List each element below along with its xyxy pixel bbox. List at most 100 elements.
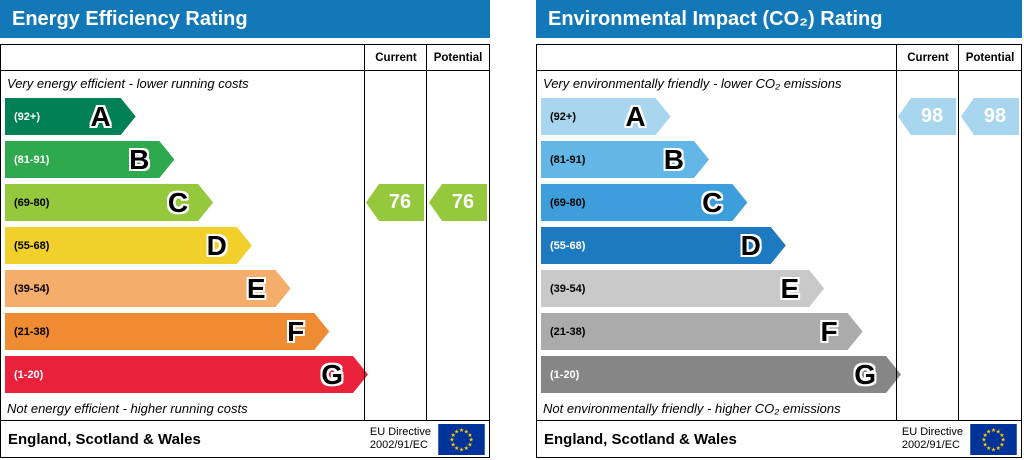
svg-text:★: ★: [1000, 436, 1005, 443]
band-row: (39-54) E: [5, 267, 489, 310]
svg-text:★: ★: [449, 436, 454, 443]
svg-text:★: ★: [459, 446, 464, 453]
potential-column-header: Potential: [965, 51, 1015, 64]
eu-directive-label: EU Directive 2002/91/EC: [902, 426, 963, 452]
column-headers: Current Potential: [1, 45, 489, 71]
band-range-label: (92+): [550, 110, 576, 123]
chart-footer: England, Scotland & Wales EU Directive 2…: [537, 420, 1021, 457]
environmental-bands: (92+) A 98 98 (81-91) B (69-80) C (55-68…: [537, 95, 1021, 396]
energy-chart-table: Current Potential Very energy efficient …: [0, 44, 490, 458]
band-letter: C: [702, 186, 723, 218]
energy-bands: (92+) A (81-91) B (69-80) C 76 76 (55-68…: [1, 95, 489, 396]
rating-band: (21-38) F: [5, 313, 329, 350]
column-divider: [958, 45, 959, 420]
svg-text:★: ★: [454, 428, 459, 435]
eu-flag-icon: ★ ★★ ★★★ ★★★ ★★★: [970, 423, 1017, 455]
rating-band: (21-38) F: [541, 313, 863, 350]
svg-text:★: ★: [991, 446, 996, 453]
band-letter: B: [129, 143, 150, 175]
region-label: England, Scotland & Wales: [544, 430, 737, 448]
band-range-label: (21-38): [14, 325, 50, 338]
band-row: (21-38) F: [5, 310, 489, 353]
column-divider: [426, 45, 427, 420]
svg-text:★: ★: [467, 441, 472, 448]
bottom-caption: Not energy efficient - higher running co…: [7, 400, 248, 416]
eu-flag-icon: ★ ★★ ★★★ ★★★ ★★★: [438, 423, 485, 455]
column-headers: Current Potential: [537, 45, 1021, 71]
svg-text:★: ★: [986, 445, 991, 452]
environmental-chart-title: Environmental Impact (CO₂) Rating: [536, 0, 1022, 38]
current-rating-arrow: 98: [898, 98, 956, 135]
svg-text:★: ★: [996, 428, 1001, 435]
current-rating-value: 76: [388, 191, 412, 213]
svg-text:★: ★: [464, 445, 469, 452]
band-range-label: (1-20): [550, 368, 580, 381]
band-row: (69-80) C: [541, 181, 1021, 224]
potential-rating-arrow: 76: [429, 184, 487, 221]
svg-text:★: ★: [991, 427, 996, 434]
header-spacer: [537, 45, 897, 70]
band-row: (1-20) G: [541, 353, 1021, 396]
band-row: (55-68) D: [541, 224, 1021, 267]
band-letter: F: [287, 315, 305, 347]
svg-text:★: ★: [464, 428, 469, 435]
band-range-label: (69-80): [14, 196, 50, 209]
rating-band: (55-68) D: [541, 227, 786, 264]
band-row: (69-80) C 76 76: [5, 181, 489, 224]
eu-directive-line1: EU Directive: [369, 425, 431, 438]
rating-band: (81-91) B: [5, 141, 174, 178]
environmental-chart-table: Current Potential Very environmentally f…: [536, 44, 1022, 458]
current-rating-arrow: 76: [366, 184, 424, 221]
eu-directive-label: EU Directive 2002/91/EC: [370, 426, 431, 452]
band-letter: D: [740, 229, 761, 261]
header-spacer: [1, 45, 365, 70]
band-letter: E: [246, 272, 266, 304]
band-range-label: (55-68): [14, 239, 50, 252]
potential-rating-value: 76: [451, 191, 475, 213]
band-row: (81-91) B: [5, 138, 489, 181]
band-range-label: (55-68): [550, 239, 586, 252]
svg-text:★: ★: [981, 436, 986, 443]
band-letter: C: [167, 186, 189, 218]
band-row: (21-38) F: [541, 310, 1021, 353]
energy-efficiency-chart: Energy Efficiency Rating Current Potenti…: [0, 0, 490, 458]
band-range-label: (21-38): [550, 325, 586, 338]
svg-text:★: ★: [451, 441, 456, 448]
band-letter: A: [90, 100, 111, 132]
rating-band: (39-54) E: [5, 270, 291, 307]
band-letter: A: [625, 100, 646, 132]
rating-band: (55-68) D: [5, 227, 252, 264]
svg-text:★: ★: [467, 431, 472, 438]
bottom-caption: Not environmentally friendly - higher CO…: [543, 400, 841, 416]
svg-text:★: ★: [996, 445, 1001, 452]
potential-rating-arrow: 98: [961, 98, 1019, 135]
band-letter: F: [820, 315, 838, 347]
top-caption: Very energy efficient - lower running co…: [7, 75, 249, 91]
svg-text:★: ★: [983, 441, 988, 448]
svg-text:★: ★: [454, 445, 459, 452]
rating-band: (92+) A: [541, 98, 671, 135]
band-range-label: (1-20): [14, 368, 44, 381]
band-range-label: (39-54): [550, 282, 586, 295]
rating-band: (39-54) E: [541, 270, 824, 307]
rating-band: (92+) A: [5, 98, 136, 135]
chart-footer: England, Scotland & Wales EU Directive 2…: [1, 420, 489, 457]
rating-band: (1-20) G: [5, 356, 368, 393]
band-letter: D: [206, 229, 227, 261]
band-range-label: (81-91): [14, 153, 50, 166]
band-row: (55-68) D: [5, 224, 489, 267]
rating-band: (81-91) B: [541, 141, 709, 178]
band-row: (39-54) E: [541, 267, 1021, 310]
band-range-label: (69-80): [550, 196, 586, 209]
potential-column-header: Potential: [433, 51, 483, 64]
band-row: (92+) A: [5, 95, 489, 138]
current-rating-value: 98: [920, 105, 944, 127]
band-row: (81-91) B: [541, 138, 1021, 181]
band-range-label: (81-91): [550, 153, 586, 166]
current-column-header: Current: [375, 51, 417, 64]
svg-text:★: ★: [986, 428, 991, 435]
column-divider: [364, 45, 365, 420]
eu-directive-line2: 2002/91/EC: [901, 439, 960, 451]
band-letter: G: [321, 358, 343, 390]
